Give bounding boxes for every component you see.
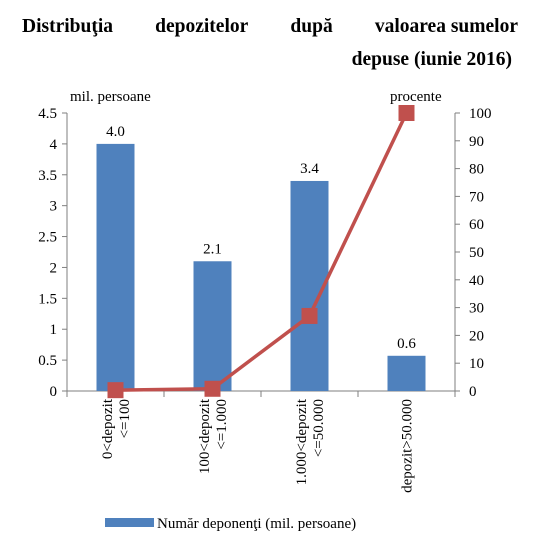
right-tick-label: 50 xyxy=(469,245,484,261)
line-series-path xyxy=(115,112,409,392)
left-tick-label: 0 xyxy=(50,384,58,400)
right-tick-label: 40 xyxy=(469,273,484,289)
bar xyxy=(193,261,232,391)
bar-value-label: 4.0 xyxy=(106,124,125,140)
right-tick-label: 90 xyxy=(469,134,484,150)
title-word: depozitelor xyxy=(155,16,249,37)
chart-title: Distribuţia depozitelor după valoarea su… xyxy=(22,10,518,76)
line-point-marker xyxy=(398,105,415,121)
legend-label: Număr deponenţi (mil. persoane) xyxy=(157,516,356,532)
bar-value-label: 0.6 xyxy=(397,336,416,352)
left-tick-label: 4.5 xyxy=(38,106,57,122)
left-tick-label: 4 xyxy=(50,137,58,153)
left-tick-label: 3.5 xyxy=(38,168,57,184)
line-point-marker xyxy=(301,307,318,324)
left-tick-label: 0.5 xyxy=(38,353,57,369)
left-tick-label: 3 xyxy=(50,199,58,215)
legend-swatch xyxy=(105,518,154,527)
line-point-marker xyxy=(204,380,221,397)
x-tick-label: 0<depozit<=100 xyxy=(100,398,133,459)
left-tick-label: 2 xyxy=(50,260,58,276)
x-tick-label: 1.000<depozit<=50.000 xyxy=(294,398,327,485)
right-tick-label: 80 xyxy=(469,162,484,178)
right-tick-label: 30 xyxy=(469,301,484,317)
right-tick-label: 100 xyxy=(469,106,492,122)
left-tick-label: 2.5 xyxy=(38,230,57,246)
bar xyxy=(387,355,426,391)
chart-title-line2: depuse (iunie 2016) xyxy=(351,49,512,70)
chart-title-line1: Distribuţia depozitelor după valoarea su… xyxy=(22,10,518,43)
right-tick-label: 10 xyxy=(469,356,484,372)
right-tick-label: 60 xyxy=(469,217,484,233)
line-series xyxy=(107,105,415,399)
line-point-marker xyxy=(107,382,124,399)
left-axis-label: mil. persoane xyxy=(70,89,151,105)
title-word: valoarea sumelor xyxy=(374,16,518,37)
bar-value-label: 3.4 xyxy=(300,161,319,177)
right-tick-label: 20 xyxy=(469,328,484,344)
right-axis-label: procente xyxy=(390,89,442,105)
bar xyxy=(96,143,135,391)
title-word: după xyxy=(290,16,333,37)
x-tick-label: 100<depozit<=1.000 xyxy=(197,398,230,474)
x-tick-label: depozit>50.000 xyxy=(400,399,416,493)
left-tick-label: 1 xyxy=(50,322,58,338)
right-tick-label: 0 xyxy=(469,384,477,400)
bar-value-label: 2.1 xyxy=(203,241,222,257)
title-word: Distribuţia xyxy=(22,16,114,37)
left-tick-label: 1.5 xyxy=(38,291,57,307)
right-tick-label: 70 xyxy=(469,189,484,205)
bars: 4.0 2.1 3.4 0.6 xyxy=(96,124,426,391)
legend: Număr deponenţi (mil. persoane) xyxy=(105,516,356,532)
